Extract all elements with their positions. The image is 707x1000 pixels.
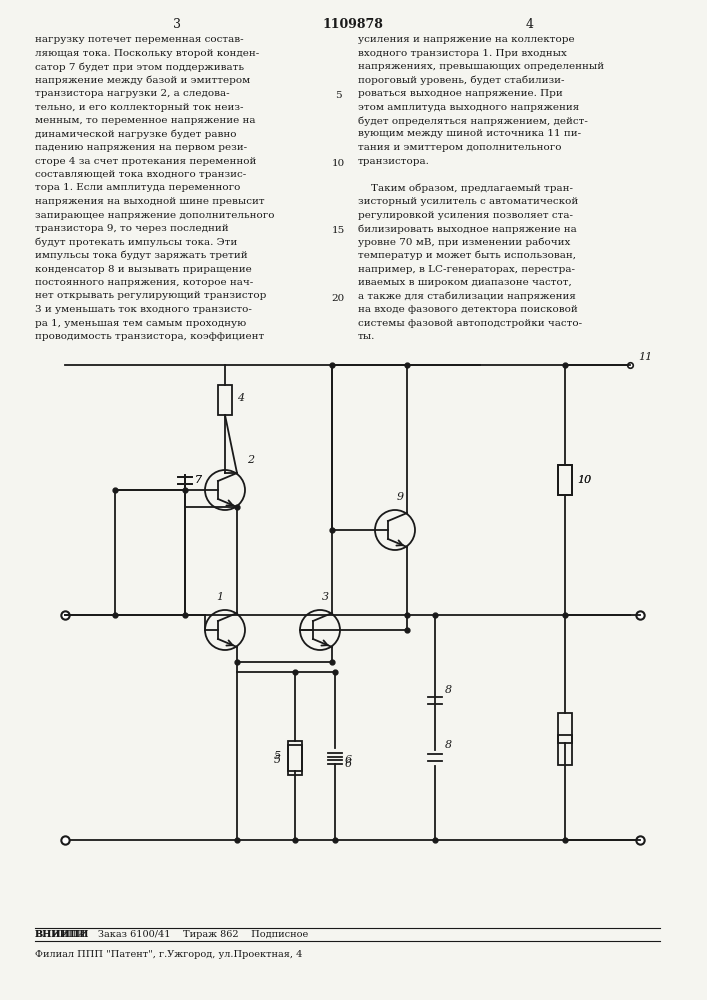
Text: проводимость транзистора, коэффициент: проводимость транзистора, коэффициент xyxy=(35,332,264,341)
Text: 1109878: 1109878 xyxy=(322,18,383,31)
Text: 10: 10 xyxy=(577,475,591,485)
Text: температур и может быть использован,: температур и может быть использован, xyxy=(358,251,576,260)
Text: ВНИИПИ: ВНИИПИ xyxy=(35,930,90,939)
Text: транзистора 9, то через последний: транзистора 9, то через последний xyxy=(35,224,228,233)
Text: усиления и напряжение на коллекторе: усиления и напряжение на коллекторе xyxy=(358,35,575,44)
Bar xyxy=(558,735,572,765)
Text: напряжение между базой и эмиттером: напряжение между базой и эмиттером xyxy=(35,76,250,85)
Text: импульсы тока будут заряжать третий: импульсы тока будут заряжать третий xyxy=(35,251,247,260)
Text: 5: 5 xyxy=(274,755,281,765)
Text: Филиал ППП "Патент", г.Ужгород, ул.Проектная, 4: Филиал ППП "Патент", г.Ужгород, ул.Проек… xyxy=(35,950,303,959)
Text: 5: 5 xyxy=(334,91,341,100)
Bar xyxy=(288,741,302,771)
Text: падению напряжения на первом рези-: падению напряжения на первом рези- xyxy=(35,143,247,152)
Text: ВНИИПИ    Заказ 6100/41    Тираж 862    Подписное: ВНИИПИ Заказ 6100/41 Тираж 862 Подписное xyxy=(35,930,308,939)
Text: 11: 11 xyxy=(638,352,653,362)
Text: 10: 10 xyxy=(332,159,344,168)
Text: ты.: ты. xyxy=(358,332,375,341)
Text: 2: 2 xyxy=(247,455,255,465)
Text: менным, то переменное напряжение на: менным, то переменное напряжение на xyxy=(35,116,255,125)
Text: а также для стабилизации напряжения: а также для стабилизации напряжения xyxy=(358,292,576,301)
Text: 6: 6 xyxy=(345,755,352,765)
Text: роваться выходное напряжение. При: роваться выходное напряжение. При xyxy=(358,89,563,98)
Text: Таким образом, предлагаемый тран-: Таким образом, предлагаемый тран- xyxy=(358,184,573,193)
Text: уровне 70 мВ, при изменении рабочих: уровне 70 мВ, при изменении рабочих xyxy=(358,237,571,247)
Text: 8: 8 xyxy=(445,740,452,750)
Bar xyxy=(558,712,572,742)
Text: этом амплитуда выходного напряжения: этом амплитуда выходного напряжения xyxy=(358,103,579,111)
Text: ра 1, уменьшая тем самым проходную: ра 1, уменьшая тем самым проходную xyxy=(35,318,246,328)
Bar xyxy=(288,745,302,775)
Text: транзистора нагрузки 2, а следова-: транзистора нагрузки 2, а следова- xyxy=(35,89,230,98)
Text: 3 и уменьшать ток входного транзисто-: 3 и уменьшать ток входного транзисто- xyxy=(35,305,252,314)
Text: системы фазовой автоподстройки часто-: системы фазовой автоподстройки часто- xyxy=(358,318,582,328)
Text: 10: 10 xyxy=(577,475,591,485)
Text: 4: 4 xyxy=(526,18,534,31)
Text: динамической нагрузке будет равно: динамической нагрузке будет равно xyxy=(35,129,237,139)
Text: транзистора.: транзистора. xyxy=(358,156,430,165)
Text: будет определяться напряжением, дейст-: будет определяться напряжением, дейст- xyxy=(358,116,588,125)
Text: тельно, и его коллекторный ток неиз-: тельно, и его коллекторный ток неиз- xyxy=(35,103,243,111)
Text: 3: 3 xyxy=(173,18,181,31)
Text: ляющая тока. Поскольку второй конден-: ляющая тока. Поскольку второй конден- xyxy=(35,48,259,57)
Text: напряжения на выходной шине превысит: напряжения на выходной шине превысит xyxy=(35,197,264,206)
Text: регулировкой усиления позволяет ста-: регулировкой усиления позволяет ста- xyxy=(358,211,573,220)
Text: 1: 1 xyxy=(216,592,223,602)
Text: будут протекать импульсы тока. Эти: будут протекать импульсы тока. Эти xyxy=(35,237,238,247)
Text: нагрузку потечет переменная состав-: нагрузку потечет переменная состав- xyxy=(35,35,244,44)
Text: 5: 5 xyxy=(274,751,281,761)
Text: 8: 8 xyxy=(445,685,452,695)
Text: на входе фазового детектора поисковой: на входе фазового детектора поисковой xyxy=(358,305,578,314)
Text: 9: 9 xyxy=(397,492,404,502)
Text: 20: 20 xyxy=(332,294,344,303)
Text: входного транзистора 1. При входных: входного транзистора 1. При входных xyxy=(358,48,567,57)
Text: 7: 7 xyxy=(195,475,202,485)
Text: запирающее напряжение дополнительного: запирающее напряжение дополнительного xyxy=(35,211,274,220)
Text: 7: 7 xyxy=(195,475,202,485)
Text: напряжениях, превышающих определенный: напряжениях, превышающих определенный xyxy=(358,62,604,71)
Text: зисторный усилитель с автоматической: зисторный усилитель с автоматической xyxy=(358,197,578,206)
Text: например, в LC-генераторах, перестра-: например, в LC-генераторах, перестра- xyxy=(358,264,575,273)
Text: постоянного напряжения, которое нач-: постоянного напряжения, которое нач- xyxy=(35,278,253,287)
Text: тора 1. Если амплитуда переменного: тора 1. Если амплитуда переменного xyxy=(35,184,240,192)
Text: конденсатор 8 и вызывать приращение: конденсатор 8 и вызывать приращение xyxy=(35,264,252,273)
Bar xyxy=(218,385,232,415)
Text: сторе 4 за счет протекания переменной: сторе 4 за счет протекания переменной xyxy=(35,156,257,165)
Text: пороговый уровень, будет стабилизи-: пороговый уровень, будет стабилизи- xyxy=(358,76,564,85)
Bar xyxy=(558,465,572,495)
Text: 6: 6 xyxy=(345,759,352,769)
Bar xyxy=(558,465,572,495)
Text: вующим между шиной источника 11 пи-: вующим между шиной источника 11 пи- xyxy=(358,129,581,138)
Text: тания и эмиттером дополнительного: тания и эмиттером дополнительного xyxy=(358,143,561,152)
Text: 4: 4 xyxy=(237,393,244,403)
Text: сатор 7 будет при этом поддерживать: сатор 7 будет при этом поддерживать xyxy=(35,62,244,72)
Text: 15: 15 xyxy=(332,226,344,235)
Text: билизировать выходное напряжение на: билизировать выходное напряжение на xyxy=(358,224,577,233)
Text: нет открывать регулирующий транзистор: нет открывать регулирующий транзистор xyxy=(35,292,267,300)
Text: составляющей тока входного транзис-: составляющей тока входного транзис- xyxy=(35,170,246,179)
Text: 3: 3 xyxy=(322,592,329,602)
Text: иваемых в широком диапазоне частот,: иваемых в широком диапазоне частот, xyxy=(358,278,572,287)
